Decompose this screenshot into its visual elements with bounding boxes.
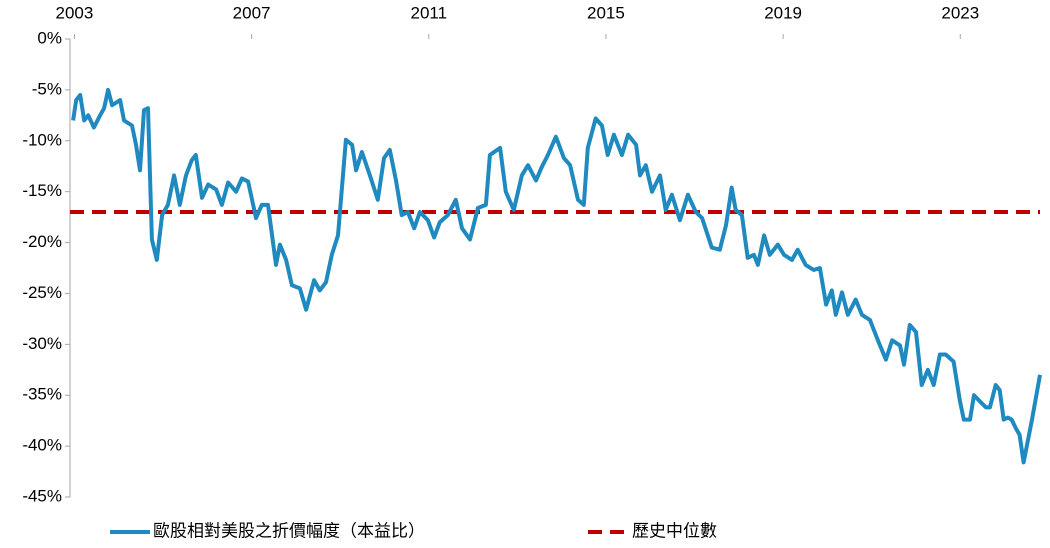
y-tick-label: -20% [22, 232, 62, 251]
x-tick-label: 2003 [56, 3, 94, 22]
y-tick-label: -30% [22, 334, 62, 353]
y-tick-label: -10% [22, 130, 62, 149]
y-tick-label: -40% [22, 436, 62, 455]
x-tick-label: 2023 [941, 3, 979, 22]
x-tick-label: 2015 [587, 3, 625, 22]
legend-label: 歷史中位數 [632, 521, 717, 540]
y-tick-label: -5% [32, 79, 62, 98]
y-tick-label: 0% [37, 28, 62, 47]
x-tick-label: 2019 [764, 3, 802, 22]
x-tick-label: 2011 [410, 3, 447, 22]
y-tick-label: -35% [22, 385, 62, 404]
y-tick-label: -25% [22, 283, 62, 302]
legend-label: 歐股相對美股之折價幅度（本益比） [153, 521, 425, 540]
series-line [71, 87, 1042, 465]
y-tick-label: -15% [22, 181, 62, 200]
x-tick-label: 2007 [233, 3, 271, 22]
y-tick-label: -45% [22, 486, 62, 505]
